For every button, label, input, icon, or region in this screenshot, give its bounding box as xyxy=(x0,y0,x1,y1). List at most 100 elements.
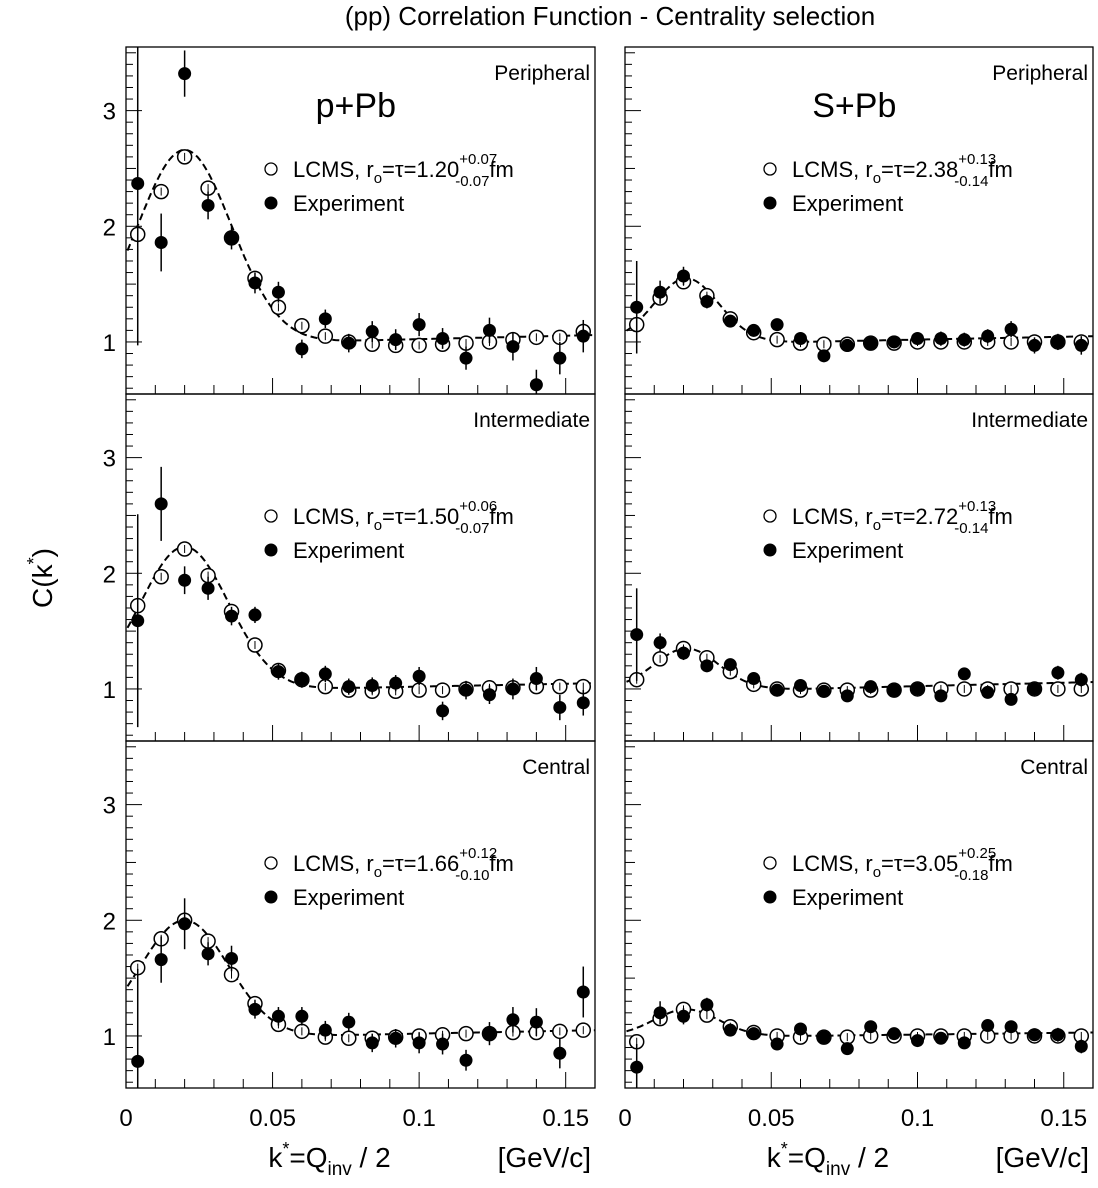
experiment-point xyxy=(154,953,168,967)
y-tick-label: 2 xyxy=(103,214,116,241)
lcms-r: LCMS, r xyxy=(293,504,374,529)
experiment-point xyxy=(178,573,192,587)
x-tick-label: 0 xyxy=(119,1105,132,1132)
lcms-err-minus: -0.14 xyxy=(954,520,988,537)
plot-area xyxy=(625,260,1093,363)
experiment-point xyxy=(723,1023,737,1037)
experiment-point xyxy=(389,676,403,690)
lcms-sub: o xyxy=(873,517,881,534)
x-axis-unit: [GeV/c] xyxy=(498,1142,591,1173)
experiment-point xyxy=(1004,692,1018,706)
experiment-point xyxy=(295,673,309,687)
lcms-err-minus: -0.14 xyxy=(954,173,988,190)
legend-filled-marker xyxy=(763,543,777,557)
experiment-point xyxy=(653,285,667,299)
lcms-value: =τ=1.20 xyxy=(382,157,459,182)
experiment-point xyxy=(459,683,473,697)
experiment-point xyxy=(747,323,761,337)
experiment-point xyxy=(1051,666,1065,680)
x-tick-label: 0.05 xyxy=(748,1105,795,1132)
y-tick-label: 2 xyxy=(103,908,116,935)
experiment-point xyxy=(911,682,924,696)
y-tick-label: 1 xyxy=(103,330,116,357)
experiment-point xyxy=(653,636,667,650)
experiment-point xyxy=(365,1036,379,1050)
x-axis-sub: inv xyxy=(826,1159,851,1180)
experiment-point xyxy=(770,1037,784,1051)
experiment-point xyxy=(271,285,285,299)
lcms-unit: fm xyxy=(489,504,513,529)
experiment-point xyxy=(178,917,192,931)
panel-5: 1 2 3 0 0.05 0.1 0.15 Central LCMS, ro=τ=1.66+0.… xyxy=(103,740,596,1132)
x-axis-title: k*=Qinv / 2 xyxy=(767,1139,889,1180)
centrality-label: Central xyxy=(522,756,590,779)
lcms-value: =τ=2.38 xyxy=(881,157,958,182)
lcms-sub: o xyxy=(374,864,382,881)
experiment-point xyxy=(482,323,496,337)
experiment-point xyxy=(225,609,239,623)
experiment-point xyxy=(553,351,567,365)
experiment-point xyxy=(677,646,690,660)
experiment-point xyxy=(342,1015,356,1029)
x-tick-label: 0 xyxy=(618,1105,631,1132)
experiment-point xyxy=(934,689,948,703)
figure-title: (pp) Correlation Function - Centrality s… xyxy=(345,1,875,31)
lcms-err-plus: +0.07 xyxy=(459,151,497,168)
experiment-point xyxy=(817,349,831,363)
panel-3: 1 2 3 Intermediate LCMS, ro=τ=1.50+0.06 -0.07… xyxy=(103,393,596,742)
experiment-point xyxy=(295,342,309,356)
x-axis-eq: =Q xyxy=(788,1142,826,1173)
experiment-point xyxy=(412,1036,426,1050)
experiment-point xyxy=(201,947,215,961)
experiment-point xyxy=(271,665,285,679)
experiment-point xyxy=(840,1042,854,1056)
plot-area xyxy=(626,588,1093,706)
experiment-point xyxy=(677,269,690,283)
experiment-point xyxy=(576,696,590,710)
experiment-point xyxy=(295,1009,309,1023)
lcms-sub: o xyxy=(374,170,382,187)
y-tick-label: 1 xyxy=(103,677,116,704)
x-tick-label: 0.05 xyxy=(249,1105,296,1132)
experiment-point xyxy=(131,176,145,190)
x-axis-labels: k*=Qinv / 2 [GeV/c] k*=Qinv / 2 [GeV/c] xyxy=(268,1139,1089,1180)
lcms-err-minus: -0.10 xyxy=(455,867,489,884)
fit-curve xyxy=(625,277,1093,343)
experiment-point xyxy=(318,312,332,326)
legend-lcms-label: LCMS, ro=τ=1.50+0.06 -0.07fm xyxy=(293,498,514,537)
plot-area xyxy=(126,466,595,728)
experiment-point xyxy=(459,1053,473,1067)
experiment-point xyxy=(817,684,831,698)
lcms-unit: fm xyxy=(988,504,1012,529)
y-axis-label-star: * xyxy=(24,557,44,564)
centrality-label: Central xyxy=(1020,756,1088,779)
experiment-point xyxy=(911,1034,924,1048)
y-tick-label: 2 xyxy=(103,561,116,588)
legend-experiment-label: Experiment xyxy=(792,191,903,216)
fit-curve xyxy=(126,149,595,342)
plot-area xyxy=(626,997,1093,1088)
experiment-point xyxy=(365,678,379,692)
experiment-point xyxy=(225,951,239,965)
experiment-point xyxy=(529,1015,543,1029)
y-axis-label-main: C(k xyxy=(27,563,58,608)
experiment-point xyxy=(506,682,520,696)
plot-frame xyxy=(624,393,1094,742)
legend-filled-marker xyxy=(264,196,278,210)
experiment-point xyxy=(653,1006,667,1020)
x-tick-label: 0.15 xyxy=(1040,1105,1087,1132)
experiment-point xyxy=(201,198,215,212)
fit-curve xyxy=(126,545,595,689)
lcms-sub: o xyxy=(873,864,881,881)
y-axis-label: C(k*) xyxy=(24,548,58,608)
centrality-label: Intermediate xyxy=(473,409,590,432)
y-tick-label: 3 xyxy=(103,793,116,820)
legend-filled-marker xyxy=(264,890,278,904)
legend-experiment-label: Experiment xyxy=(293,538,404,563)
panel-6: 0 0.05 0.1 0.15 Central LCMS, ro=τ=3.05+0.25 -… xyxy=(618,740,1094,1132)
experiment-point xyxy=(248,1002,262,1016)
experiment-point xyxy=(1028,682,1041,696)
experiment-point xyxy=(630,300,644,314)
experiment-point xyxy=(342,336,356,350)
y-tick-label: 3 xyxy=(103,446,116,473)
